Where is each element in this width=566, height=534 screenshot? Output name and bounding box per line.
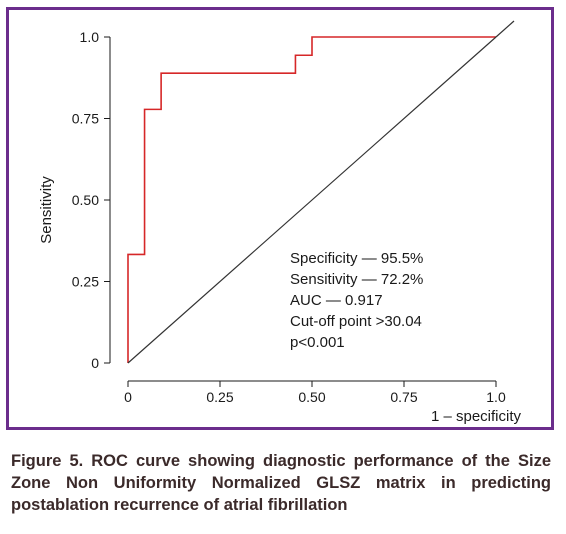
figure-caption: Figure 5. ROC curve showing diagnostic p… [11, 452, 551, 514]
figure-frame: 0 0.25 0.50 0.75 1.0 0 0.25 0.50 0.75 1.0 Sensiti… [6, 7, 554, 430]
y-tick-label: 1.0 [80, 29, 100, 45]
x-tick-label: 0 [124, 389, 132, 405]
annotation-line: p<0.001 [290, 334, 345, 351]
roc-curve [127, 36, 496, 363]
y-tick-label: 0.25 [72, 274, 99, 290]
reference-diagonal-extension [495, 20, 515, 38]
x-tick-label: 0.50 [298, 389, 325, 405]
annotation-line: Cut-off point >30.04 [290, 313, 422, 330]
annotation-line: AUC — 0.917 [290, 292, 383, 309]
x-tick-label: 0.75 [390, 389, 417, 405]
x-tick-label: 0.25 [206, 389, 233, 405]
y-tick-label: 0 [91, 355, 99, 371]
annotation-line: Specificity — 95.5% [290, 250, 423, 267]
reference-diagonal [127, 36, 497, 364]
roc-chart: 0 0.25 0.50 0.75 1.0 0 0.25 0.50 0.75 1.0 Sensiti… [38, 20, 522, 425]
x-axis-title: 1 – specificity [431, 408, 522, 425]
y-tick-label: 0.50 [72, 192, 99, 208]
ticks: 0 0.25 0.50 0.75 1.0 0 0.25 0.50 0.75 1.0 [72, 29, 506, 405]
annotation-line: Sensitivity — 72.2% [290, 271, 423, 288]
annotation-block: Specificity — 95.5% Sensitivity — 72.2% AU… [290, 250, 423, 351]
x-tick-label: 1.0 [486, 389, 506, 405]
y-axis-title: Sensitivity [38, 176, 55, 244]
y-tick-label: 0.75 [72, 111, 99, 127]
plot-area [127, 20, 515, 364]
